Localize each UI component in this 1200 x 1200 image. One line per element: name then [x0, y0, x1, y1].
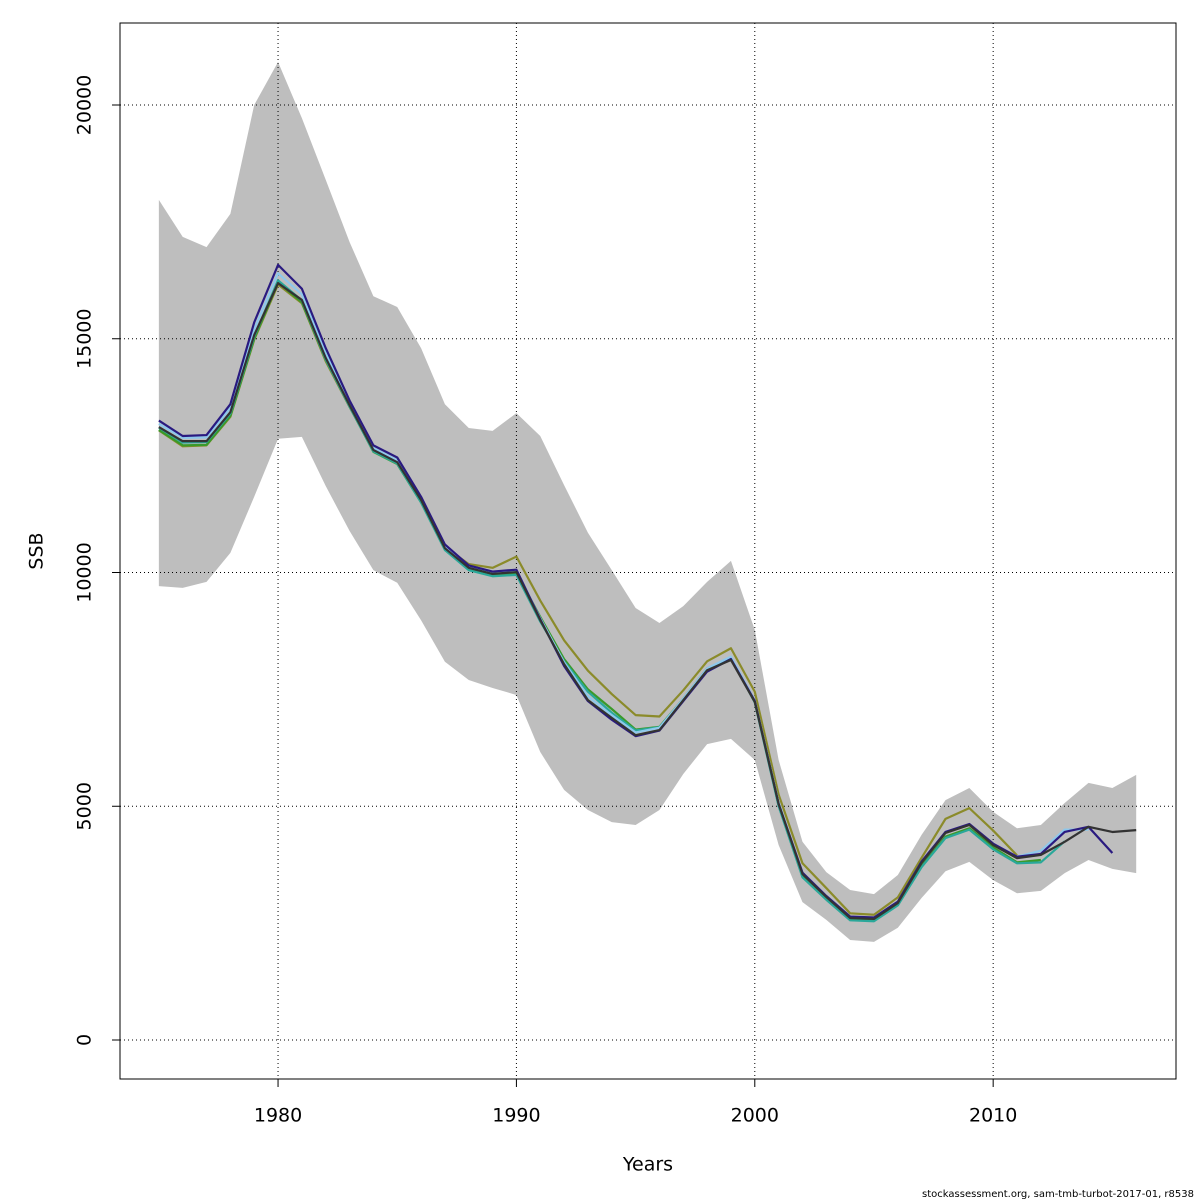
confidence-band	[158, 61, 1137, 942]
x-tick-label: 2000	[731, 1105, 779, 1127]
y-tick-label: 15000	[74, 309, 96, 369]
footer: stockassessment.org, sam-tmb-turbot-2017…	[922, 1189, 1194, 1200]
x-tick-label: 1990	[492, 1105, 540, 1127]
y-tick-label: 0	[74, 1034, 96, 1046]
x-axis-label: Years	[622, 1154, 673, 1176]
x-tick-label: 1980	[254, 1105, 302, 1127]
y-tick-label: 10000	[74, 542, 96, 602]
y-tick-label: 20000	[74, 75, 96, 135]
series-line	[158, 282, 1137, 921]
plot-frame	[119, 22, 1177, 1080]
y-tick-label: 5000	[74, 782, 96, 830]
y-axis-label: SSB	[26, 532, 48, 569]
x-tick-label: 2010	[969, 1105, 1017, 1127]
